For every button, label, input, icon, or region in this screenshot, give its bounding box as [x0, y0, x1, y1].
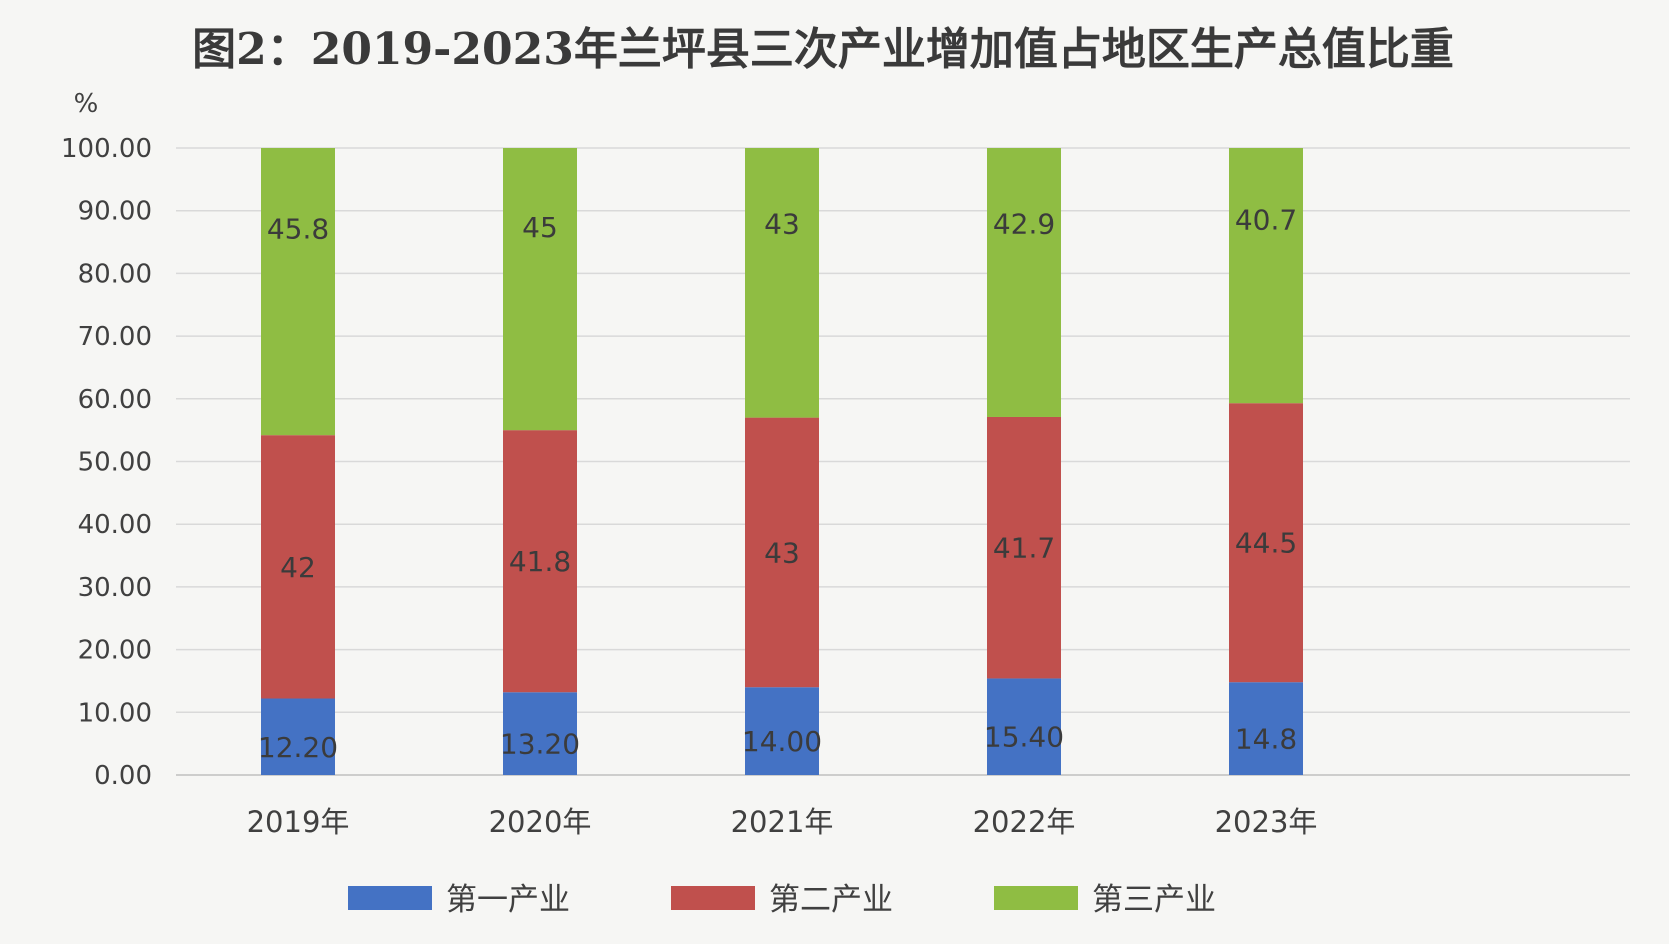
bar-segment [261, 698, 335, 775]
data-label: 43 [764, 536, 800, 569]
data-label: 45.8 [267, 212, 329, 245]
data-label: 42.9 [993, 207, 1055, 240]
y-tick-label: 70.00 [78, 322, 152, 352]
data-label: 42 [280, 551, 316, 584]
y-tick-label: 100.00 [61, 134, 152, 164]
data-label: 41.8 [509, 545, 571, 578]
data-label: 45 [522, 211, 558, 244]
bar-segment [1229, 682, 1303, 775]
x-axis-ticks: 2019年 2020年 2021年 2022年 2023年 [247, 805, 1318, 839]
chart-title: 图2：2019-2023年兰坪县三次产业增加值占地区生产总值比重 [192, 24, 1454, 75]
data-label: 15.40 [984, 721, 1064, 754]
x-tick-label: 2020年 [489, 805, 592, 839]
bar-segment [987, 148, 1061, 417]
bar-segment [745, 148, 819, 418]
x-tick-label: 2019年 [247, 805, 350, 839]
legend-label: 第三产业 [1092, 882, 1216, 918]
data-label: 43 [764, 207, 800, 240]
bar-segment [1229, 148, 1303, 404]
data-label: 44.5 [1235, 527, 1297, 560]
bar-segment [987, 678, 1061, 775]
y-axis-unit-label: % [74, 89, 99, 119]
bar-segment [503, 430, 577, 693]
data-label: 14.8 [1235, 723, 1297, 756]
legend-swatch [994, 886, 1078, 910]
y-axis-ticks: 0.00 10.00 20.00 30.00 40.00 50.00 60.00 70.00 8… [61, 134, 152, 791]
x-tick-label: 2021年 [731, 805, 834, 839]
data-label: 40.7 [1235, 203, 1297, 236]
bar-segment [503, 148, 577, 431]
bar-segment [745, 687, 819, 775]
bar-segment [261, 435, 335, 699]
bar-segment [1229, 403, 1303, 683]
bar-segment [745, 417, 819, 688]
y-tick-label: 40.00 [78, 510, 152, 540]
x-tick-label: 2022年 [973, 805, 1076, 839]
y-tick-label: 80.00 [78, 259, 152, 289]
bar-segment [261, 148, 335, 436]
y-tick-label: 60.00 [78, 385, 152, 415]
legend-label: 第一产业 [446, 882, 570, 918]
x-tick-label: 2023年 [1215, 805, 1318, 839]
y-tick-label: 10.00 [78, 698, 152, 728]
y-tick-label: 20.00 [78, 636, 152, 666]
bars [261, 148, 1303, 775]
y-tick-label: 90.00 [78, 197, 152, 227]
y-tick-label: 50.00 [78, 448, 152, 478]
legend-swatch [348, 886, 432, 910]
data-label: 14.00 [742, 725, 822, 758]
data-label: 12.20 [258, 731, 338, 764]
data-label: 13.20 [500, 728, 580, 761]
bar-segment [503, 692, 577, 775]
legend: 第一产业 第二产业 第三产业 [348, 882, 1216, 918]
gridlines [176, 147, 1630, 776]
legend-label: 第二产业 [769, 882, 893, 918]
y-tick-label: 0.00 [94, 761, 152, 791]
legend-swatch [671, 886, 755, 910]
data-labels: 12.20 42 45.8 13.20 41.8 45 14.00 43 43 15.40 41.7… [258, 203, 1297, 763]
data-label: 41.7 [993, 532, 1055, 565]
bar-segment [987, 416, 1061, 679]
y-tick-label: 30.00 [78, 573, 152, 603]
